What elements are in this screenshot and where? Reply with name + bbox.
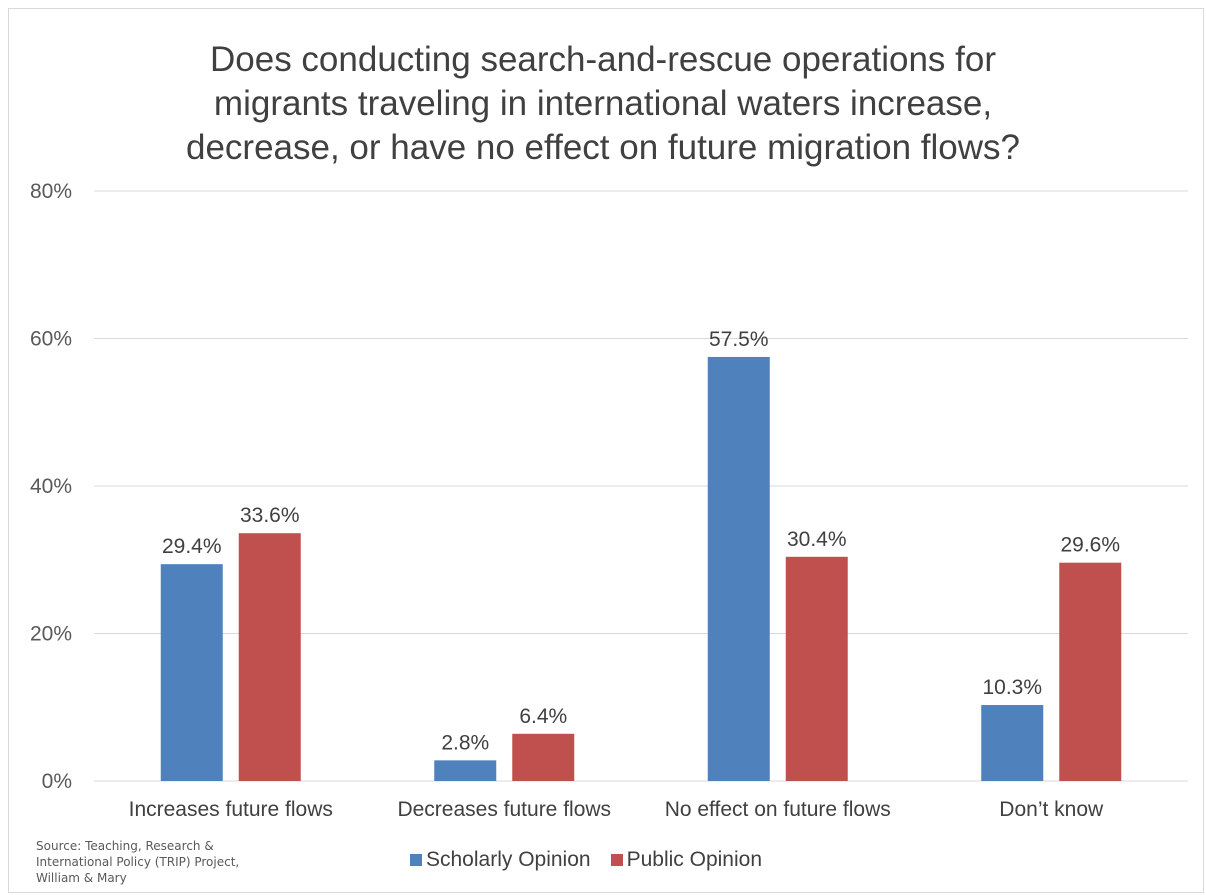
legend-swatch-public [610, 854, 623, 866]
legend-item-scholarly: Scholarly Opinion [410, 848, 591, 872]
data-label: 57.5% [709, 328, 769, 351]
chart-title-line-1: Does conducting search-and-rescue operat… [210, 40, 996, 79]
y-tick-label: 40% [30, 475, 72, 498]
x-tick-label: Increases future flows [129, 798, 333, 821]
source-line-3: William & Mary [36, 871, 127, 885]
source-line-2: International Policy (TRIP) Project, [36, 855, 240, 869]
y-tick-label: 0% [42, 770, 72, 793]
data-label: 29.6% [1060, 534, 1120, 557]
bar [238, 533, 301, 781]
bar [160, 564, 223, 781]
x-tick-label: Decreases future flows [397, 798, 611, 821]
bar [512, 733, 575, 781]
data-label: 29.4% [162, 535, 222, 558]
x-tick-label: No effect on future flows [665, 798, 891, 821]
chart-title: Does conducting search-and-rescue operat… [0, 38, 1206, 170]
source-note: Source: Teaching, Research & Internation… [36, 838, 286, 886]
data-label: 33.6% [240, 504, 300, 527]
bar [434, 760, 497, 781]
x-tick-label: Don’t know [999, 798, 1104, 821]
data-label: 10.3% [982, 676, 1042, 699]
legend-label-public: Public Opinion [626, 848, 763, 871]
source-line-1: Source: Teaching, Research & [36, 839, 214, 853]
data-label: 30.4% [787, 528, 847, 551]
bar [785, 556, 848, 781]
legend-swatch-scholarly [410, 854, 422, 866]
y-tick-label: 60% [30, 328, 72, 351]
legend-label-scholarly: Scholarly Opinion [426, 848, 591, 871]
bar [981, 705, 1044, 781]
legend-item-public: Public Opinion [610, 848, 763, 872]
y-tick-label: 80% [30, 180, 72, 203]
chart-title-line-2: migrants traveling in international wate… [213, 84, 993, 123]
data-label: 6.4% [519, 705, 567, 728]
bar [707, 356, 770, 781]
chart-legend: Scholarly Opinion Public Opinion [410, 848, 782, 872]
bar [1059, 562, 1122, 781]
chart-title-line-3: decrease, or have no effect on future mi… [185, 128, 1020, 167]
y-tick-label: 20% [30, 623, 72, 646]
data-label: 2.8% [441, 731, 489, 754]
